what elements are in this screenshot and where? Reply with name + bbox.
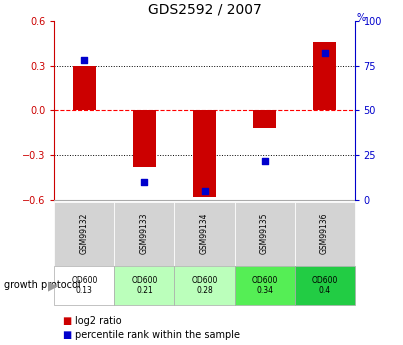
Text: %: % bbox=[357, 13, 366, 23]
Bar bbox=[73, 66, 96, 110]
Text: percentile rank within the sample: percentile rank within the sample bbox=[75, 330, 239, 339]
Text: OD600
0.4: OD600 0.4 bbox=[312, 276, 338, 295]
Text: ■: ■ bbox=[62, 330, 72, 339]
Text: GSM99134: GSM99134 bbox=[200, 213, 209, 255]
Point bbox=[81, 57, 88, 63]
Text: ■: ■ bbox=[62, 316, 72, 326]
Bar bbox=[253, 110, 276, 128]
Text: growth protocol: growth protocol bbox=[4, 280, 81, 290]
Point bbox=[202, 188, 208, 194]
Bar bbox=[313, 42, 336, 110]
Text: GSM99135: GSM99135 bbox=[260, 213, 269, 255]
Bar bbox=[193, 110, 216, 197]
Bar bbox=[133, 110, 156, 167]
Text: GSM99133: GSM99133 bbox=[140, 213, 149, 255]
Title: GDS2592 / 2007: GDS2592 / 2007 bbox=[147, 3, 262, 17]
Text: GSM99136: GSM99136 bbox=[320, 213, 329, 255]
Point bbox=[322, 50, 328, 56]
Point bbox=[141, 179, 148, 185]
Text: OD600
0.21: OD600 0.21 bbox=[131, 276, 158, 295]
Text: GSM99132: GSM99132 bbox=[80, 213, 89, 254]
Text: OD600
0.13: OD600 0.13 bbox=[71, 276, 98, 295]
Text: OD600
0.28: OD600 0.28 bbox=[191, 276, 218, 295]
Point bbox=[261, 158, 268, 164]
Text: OD600
0.34: OD600 0.34 bbox=[251, 276, 278, 295]
Text: log2 ratio: log2 ratio bbox=[75, 316, 121, 326]
Text: ▶: ▶ bbox=[48, 279, 57, 292]
